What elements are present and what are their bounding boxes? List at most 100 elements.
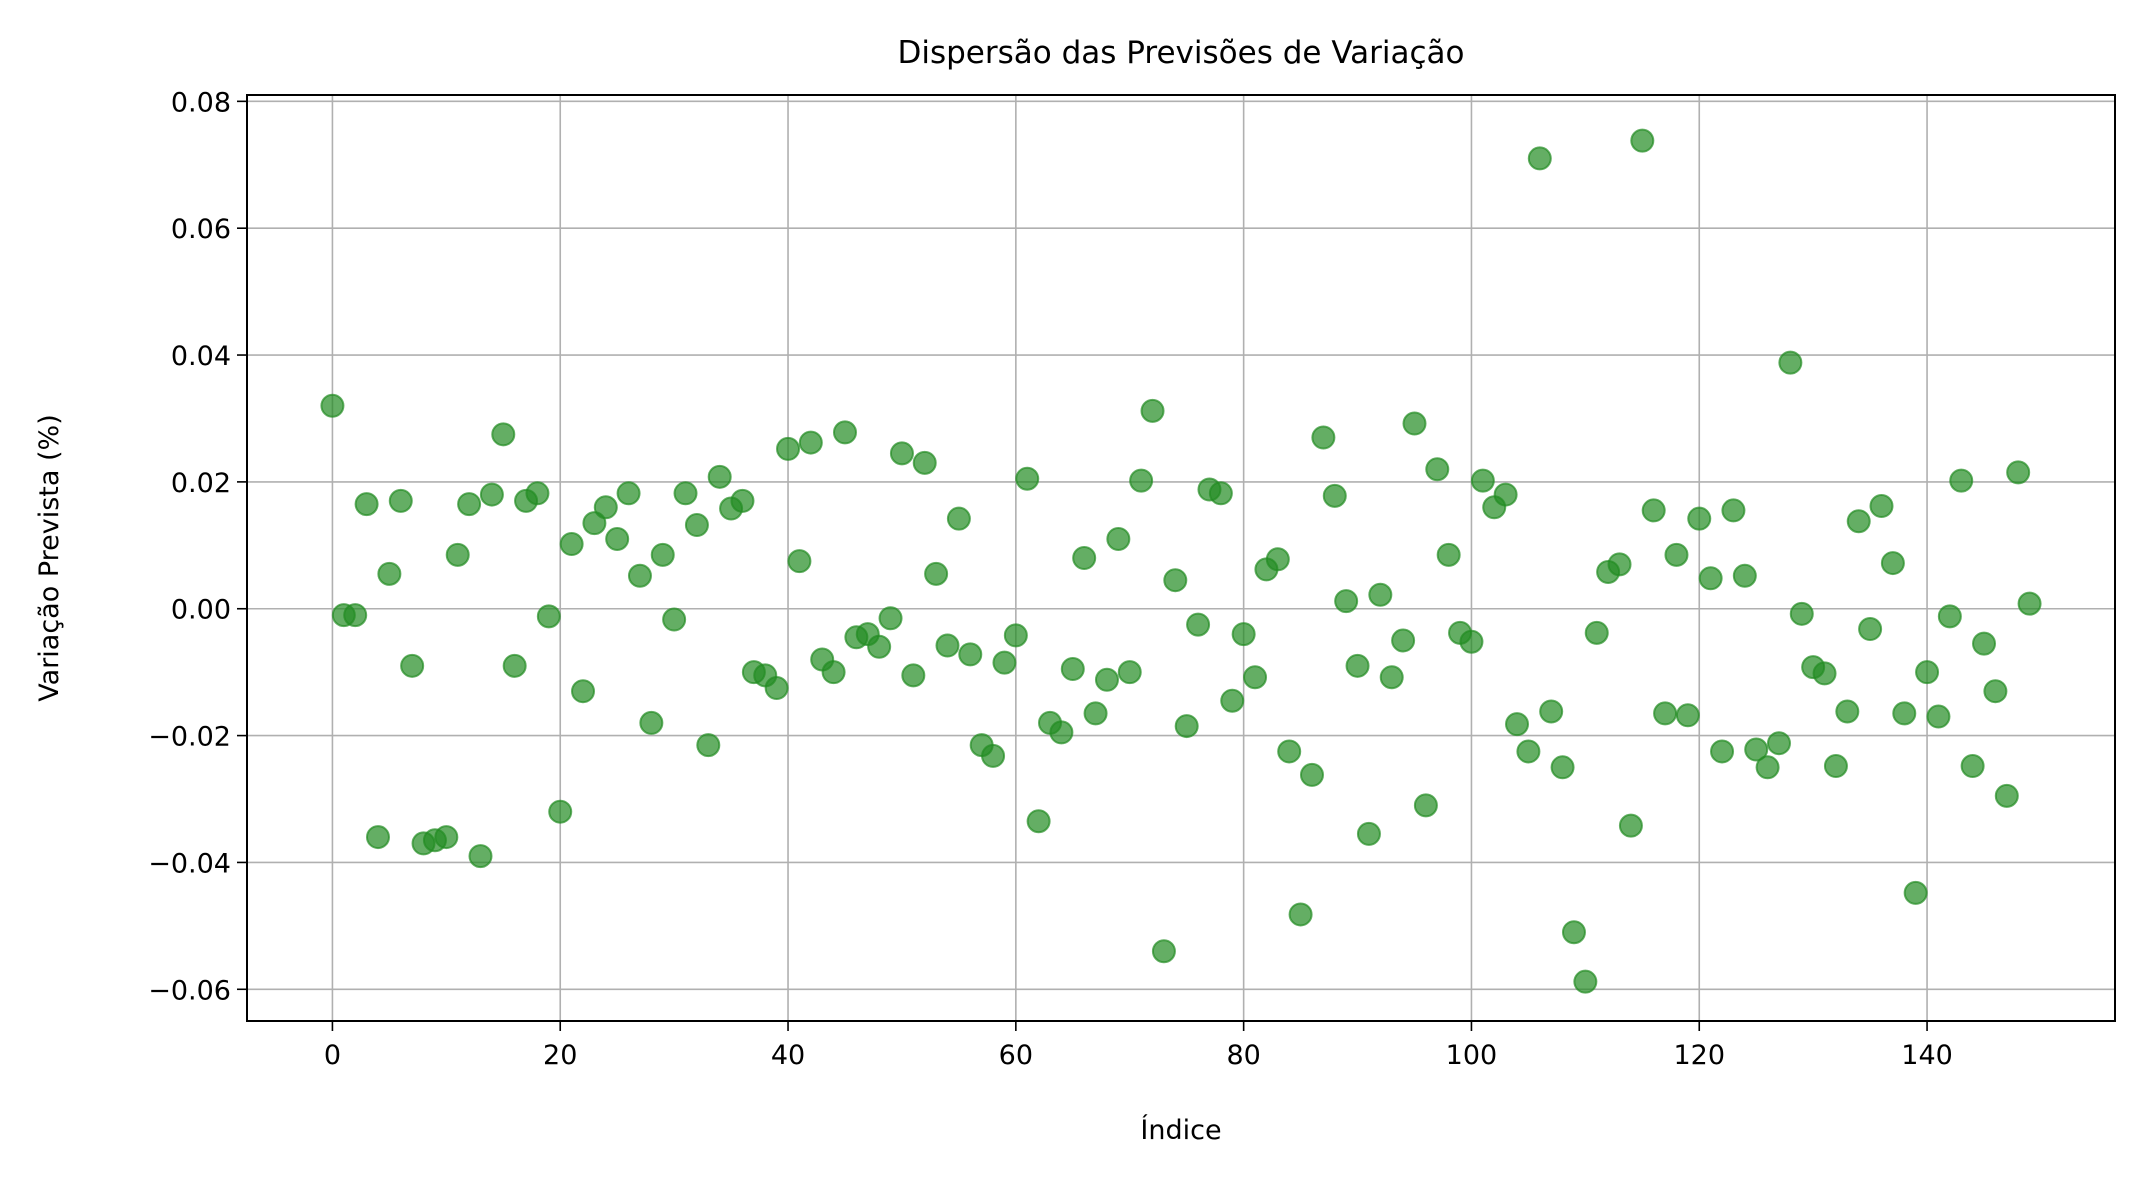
data-point [1015,466,1040,491]
y-tick-label: −0.04 [148,848,231,879]
data-point [1607,552,1632,577]
data-point [832,420,857,445]
data-point [1003,623,1028,648]
data-point [1094,667,1119,692]
data-point [1561,920,1586,945]
data-point [1140,398,1165,423]
data-point [1926,704,1951,729]
data-point [1778,350,1803,375]
data-point [354,492,379,517]
data-point [1493,482,1518,507]
data-point [1288,902,1313,927]
data-point [320,393,345,418]
data-point [992,650,1017,675]
data-point [821,660,846,685]
x-tick-label: 100 [1446,1040,1498,1071]
data-point [1960,754,1985,779]
x-tick-label: 20 [543,1040,577,1071]
data-point [1880,551,1905,576]
data-point [924,561,949,586]
data-point [1106,526,1131,551]
data-point [571,679,596,704]
data-point [1949,468,1974,493]
data-point [707,464,732,489]
x-axis-label: Índice [1140,1114,1221,1146]
data-point [1186,612,1211,637]
data-point [1402,411,1427,436]
data-point [1812,661,1837,686]
data-point [798,430,823,455]
data-point [457,492,482,517]
data-point [1732,563,1757,588]
data-point [1117,660,1142,685]
data-point [889,441,914,466]
data-point [1664,542,1689,567]
data-point [377,561,402,586]
y-tick-label: 0.06 [171,214,231,245]
data-point [559,532,584,557]
data-point [1766,731,1791,756]
data-point [445,542,470,567]
data-point [1277,739,1302,764]
data-point [1311,425,1336,450]
data-point [388,488,413,513]
data-point [958,642,983,667]
data-point [400,653,425,678]
data-point [1721,498,1746,523]
data-point [1618,813,1643,838]
data-point [616,481,641,506]
data-point [1151,939,1176,964]
y-axis-label: Variação Prevista (%) [34,414,65,701]
data-point [1265,547,1290,572]
x-tick-label: 120 [1673,1040,1725,1071]
data-point [468,844,493,869]
data-point [1356,821,1381,846]
data-point [696,733,721,758]
data-point [479,482,504,507]
x-tick-label: 60 [999,1040,1033,1071]
data-point [787,549,812,574]
data-point [1755,755,1780,780]
data-point [867,634,892,659]
data-point [1220,688,1245,713]
y-tick-label: −0.06 [148,975,231,1006]
data-point [1823,754,1848,779]
data-point [1994,783,2019,808]
x-tick-label: 80 [1226,1040,1260,1071]
data-point [2017,591,2042,616]
x-tick-label: 40 [771,1040,805,1071]
data-point [1915,660,1940,685]
data-point [491,422,516,447]
data-point [1937,604,1962,629]
y-tick-label: 0.08 [171,87,231,118]
y-tick-label: 0.04 [171,341,231,372]
data-point [1060,656,1085,681]
data-point [1641,498,1666,523]
data-point [1527,146,1552,171]
data-point [901,663,926,688]
data-point [502,653,527,678]
y-tick-label: −0.02 [148,722,231,753]
data-point [1630,128,1655,153]
x-tick-label: 140 [1901,1040,1953,1071]
data-point [1539,699,1564,724]
data-point [912,450,937,475]
data-point [1049,720,1074,745]
data-point [1584,620,1609,645]
axis-ticks: 0 20 40 60 80 100 120 140 −0.06 −0.04 −0.02 0.00 0.0… [148,87,1953,1071]
data-point [343,603,368,628]
data-point [434,825,459,850]
data-point [1744,737,1769,762]
data-point [1299,762,1324,787]
data-point [878,606,903,631]
data-point [1368,582,1393,607]
plot-frame [246,94,2116,1022]
chart-title: Dispersão das Previsões de Variação [898,35,1465,71]
data-point [1858,617,1883,642]
data-point [1869,493,1894,518]
data-point [1687,506,1712,531]
data-point [548,799,573,824]
data-point [1174,714,1199,739]
data-point [730,488,755,513]
data-point [662,607,687,632]
